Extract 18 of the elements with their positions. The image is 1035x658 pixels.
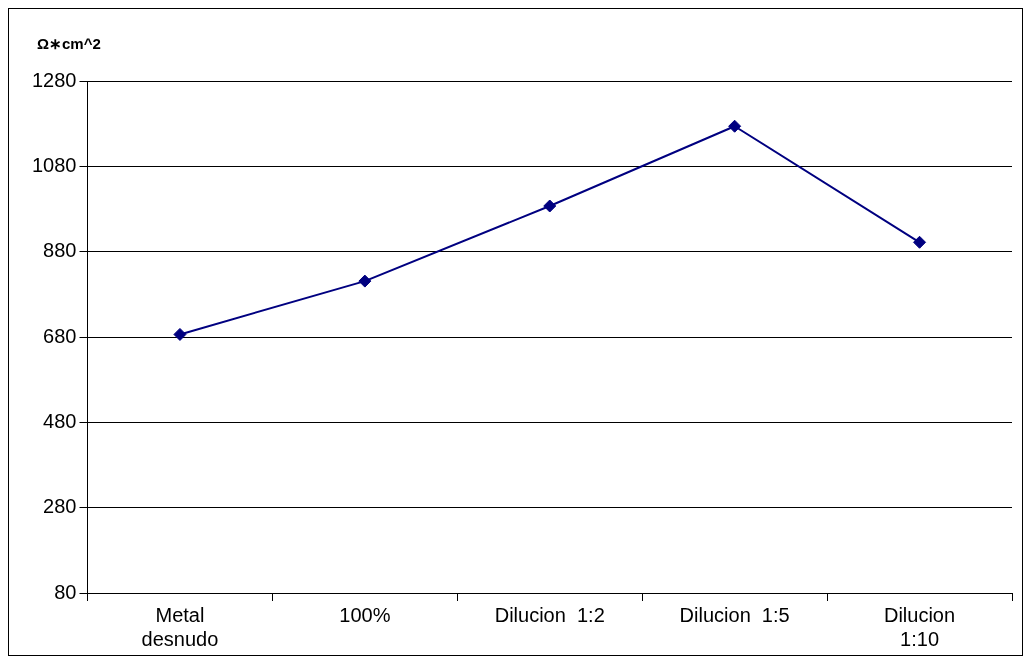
y-tick-label: 1080 xyxy=(31,153,77,176)
x-tick-label: Metal desnudo xyxy=(141,603,219,650)
point xyxy=(728,119,742,133)
x-tick-label: Dilucion 1:2 xyxy=(494,603,605,626)
point xyxy=(358,274,372,288)
y-tick-label: 1280 xyxy=(31,68,77,91)
y-tick-label: 480 xyxy=(43,409,77,432)
point xyxy=(543,199,557,213)
x-tick-label: Dilucion 1:5 xyxy=(679,603,790,626)
point xyxy=(173,327,187,341)
x-tick-label: Dilucion 1:10 xyxy=(883,603,956,650)
y-tick-label: 80 xyxy=(54,580,77,603)
point xyxy=(913,235,927,249)
y-tick-label: 280 xyxy=(43,495,77,518)
y-tick-label: 680 xyxy=(43,324,77,347)
y-axis-title: Ω∗cm^2 xyxy=(37,35,101,53)
y-tick-label: 880 xyxy=(43,239,77,262)
x-tick-label: 100% xyxy=(339,603,391,626)
